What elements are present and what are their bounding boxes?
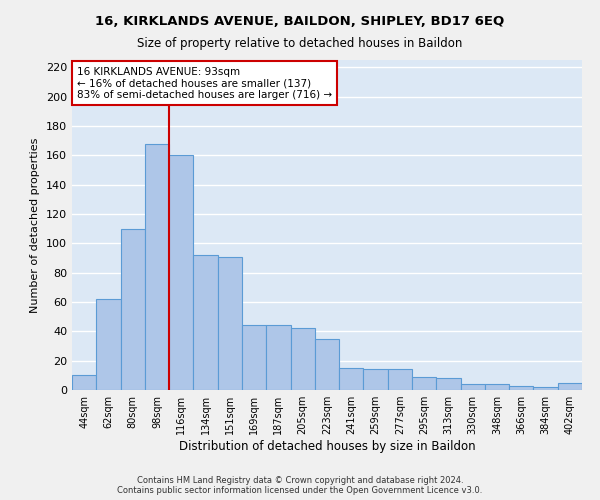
Bar [558,382,582,390]
Y-axis label: Number of detached properties: Number of detached properties [31,138,40,312]
Bar [290,328,315,390]
Bar [145,144,169,390]
Bar [315,338,339,390]
Bar [121,228,145,390]
Bar [218,256,242,390]
Bar [339,368,364,390]
Bar [96,299,121,390]
Bar [266,326,290,390]
Text: 16, KIRKLANDS AVENUE, BAILDON, SHIPLEY, BD17 6EQ: 16, KIRKLANDS AVENUE, BAILDON, SHIPLEY, … [95,15,505,28]
Bar [461,384,485,390]
Bar [509,386,533,390]
Text: Size of property relative to detached houses in Baildon: Size of property relative to detached ho… [137,38,463,51]
Bar [193,255,218,390]
Bar [72,376,96,390]
Bar [412,377,436,390]
Bar [169,156,193,390]
Text: 16 KIRKLANDS AVENUE: 93sqm
← 16% of detached houses are smaller (137)
83% of sem: 16 KIRKLANDS AVENUE: 93sqm ← 16% of deta… [77,66,332,100]
Text: Contains HM Land Registry data © Crown copyright and database right 2024.
Contai: Contains HM Land Registry data © Crown c… [118,476,482,495]
Bar [364,370,388,390]
Bar [388,370,412,390]
Bar [242,326,266,390]
Bar [436,378,461,390]
X-axis label: Distribution of detached houses by size in Baildon: Distribution of detached houses by size … [179,440,475,453]
Bar [533,387,558,390]
Bar [485,384,509,390]
